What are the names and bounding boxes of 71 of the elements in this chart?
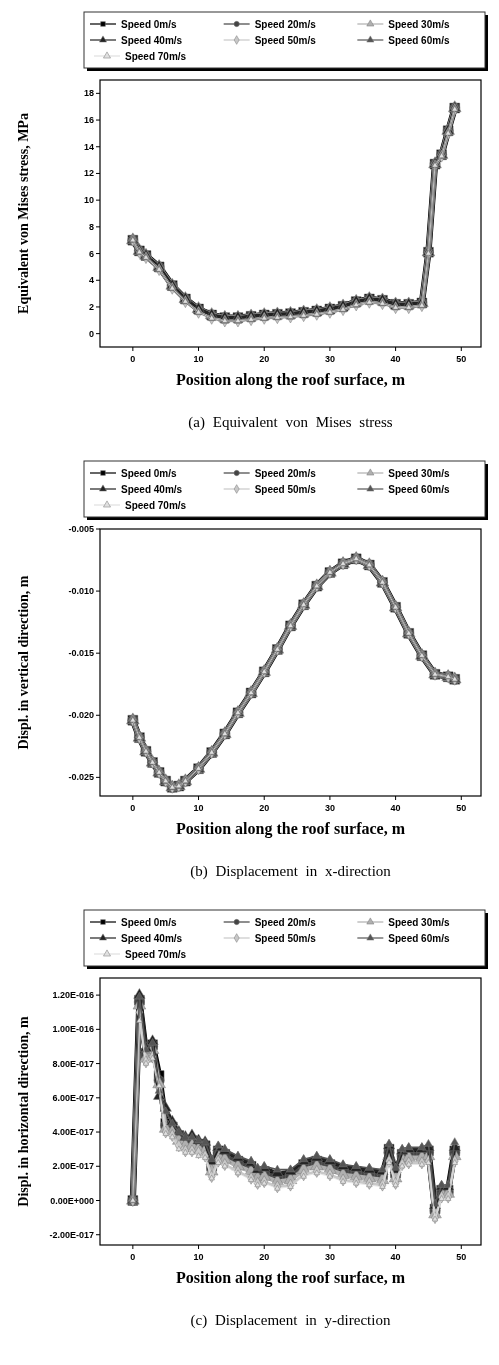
y-axis-title: Equivalent von Mises stress, MPa	[16, 113, 31, 314]
legend-label: Speed 60m/s	[388, 484, 450, 495]
legend-label: Speed 50m/s	[254, 35, 317, 46]
y-tick-label: 10	[83, 195, 94, 206]
legend-label: Speed 0m/s	[121, 468, 178, 479]
y-tick-label: 18	[83, 88, 94, 99]
legend-label: Speed 0m/s	[121, 917, 178, 928]
y-tick-label: -0.025	[68, 772, 94, 783]
legend-label: Speed 50m/s	[254, 484, 317, 495]
y-tick-label: 8.00E-017	[52, 1058, 94, 1069]
x-tick-label: 0	[130, 354, 136, 364]
y-tick-label: 8	[88, 221, 94, 232]
y-tick-label: 0.00E+000	[50, 1195, 94, 1206]
y-tick-label: 12	[83, 168, 94, 179]
legend-label: Speed 40m/s	[121, 933, 183, 944]
x-tick-label: 50	[456, 354, 467, 364]
y-tick-label: -0.020	[68, 710, 94, 721]
legend-label: Speed 60m/s	[388, 933, 450, 944]
x-tick-label: 0	[130, 1252, 136, 1262]
x-tick-label: 40	[390, 803, 401, 813]
text: (c) Displacement in y-direction	[190, 1312, 391, 1329]
y-tick-label: 4.00E-017	[52, 1127, 94, 1138]
legend-label: Speed 70m/s	[125, 500, 187, 511]
y-tick-label: 0	[88, 328, 94, 339]
x-tick-label: 20	[259, 1252, 270, 1262]
legend-label: Speed 0m/s	[121, 19, 178, 30]
x-axis-title: Position along the roof surface, m	[175, 1269, 406, 1287]
legend-label: Speed 30m/s	[388, 468, 450, 479]
legend-label: Speed 60m/s	[388, 35, 450, 46]
y-tick-label: 14	[83, 141, 94, 152]
legend-label: Speed 70m/s	[125, 949, 187, 960]
y-axis-title: Displ. in vertical direction, m	[16, 575, 31, 750]
y-tick-label: 4	[88, 275, 94, 286]
x-tick-label: 30	[324, 803, 335, 813]
y-tick-label: 6.00E-017	[52, 1092, 94, 1103]
legend-label: Speed 40m/s	[121, 484, 183, 495]
x-tick-label: 40	[390, 354, 401, 364]
x-tick-label: 50	[456, 1252, 467, 1262]
y-tick-label: 2	[88, 301, 94, 312]
legend-label: Speed 20m/s	[254, 19, 317, 30]
x-tick-label: 10	[193, 1252, 204, 1262]
text: (b) Displacement in x-direction	[190, 863, 392, 880]
y-tick-label: -2.00E-017	[49, 1229, 94, 1240]
legend-label: Speed 40m/s	[121, 35, 183, 46]
x-axis-title: Position along the roof surface, m	[175, 820, 406, 838]
x-tick-label: 0	[130, 803, 136, 813]
x-tick-label: 30	[324, 1252, 335, 1262]
legend-label: Speed 50m/s	[254, 933, 317, 944]
x-tick-label: 30	[324, 354, 335, 364]
x-tick-label: 20	[259, 354, 270, 364]
x-tick-label: 20	[259, 803, 270, 813]
y-axis-title: Displ. in horizontal direction, m	[16, 1016, 31, 1207]
x-tick-label: 40	[390, 1252, 401, 1262]
text: (a) Equivalent von Mises stress	[188, 414, 393, 431]
y-tick-label: -0.010	[68, 586, 94, 597]
x-tick-label: 50	[456, 803, 467, 813]
y-tick-label: 6	[88, 248, 94, 259]
legend-label: Speed 20m/s	[254, 917, 317, 928]
legend-label: Speed 70m/s	[125, 51, 187, 62]
legend-label: Speed 30m/s	[388, 917, 450, 928]
y-tick-label: -0.015	[68, 648, 94, 659]
legend-label: Speed 30m/s	[388, 19, 450, 30]
y-tick-label: 16	[83, 115, 94, 126]
y-tick-label: 2.00E-017	[52, 1161, 94, 1172]
x-tick-label: 10	[193, 803, 204, 813]
x-axis-title: Position along the roof surface, m	[175, 371, 406, 389]
y-tick-label: 1.20E-016	[52, 990, 94, 1001]
x-tick-label: 10	[193, 354, 204, 364]
y-tick-label: 1.00E-016	[52, 1024, 94, 1035]
y-tick-label: -0.005	[68, 524, 94, 534]
legend-label: Speed 20m/s	[254, 468, 317, 479]
